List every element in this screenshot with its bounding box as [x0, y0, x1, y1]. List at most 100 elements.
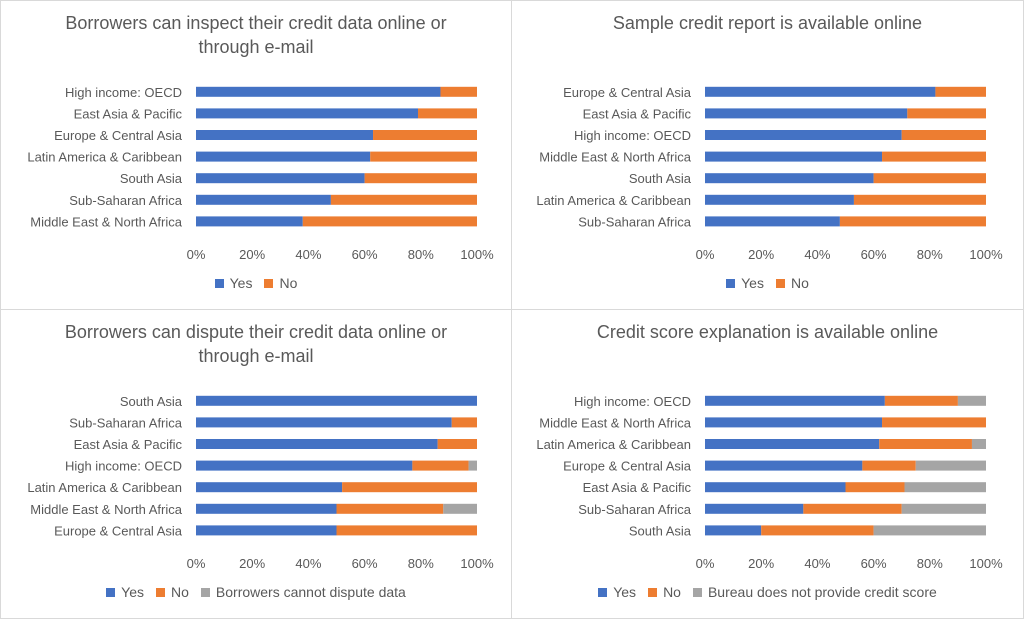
chart-plot: High income: OECD Middle East & North Afr…	[536, 394, 1003, 571]
chart-title: Sample credit report is available online	[522, 11, 1013, 35]
bar-segment-yes	[705, 417, 883, 428]
legend-item-no: No	[156, 584, 189, 600]
category-label: High income: OECD	[65, 85, 182, 100]
bar-segment-no	[882, 151, 986, 162]
legend-label: No	[279, 275, 298, 291]
bar-segment-no	[440, 86, 477, 97]
x-tick-label: 0%	[696, 556, 715, 571]
bar-segment-no	[845, 482, 905, 493]
x-tick-label: 60%	[352, 556, 378, 571]
category-label: East Asia & Pacific	[74, 437, 183, 452]
bar-segment-no	[364, 173, 477, 184]
category-label: Latin America & Caribbean	[27, 150, 182, 165]
chart-panel-inspect: Borrowers can inspect their credit data …	[0, 0, 512, 310]
legend-item-no: No	[775, 275, 809, 291]
bar-segment-no	[879, 439, 972, 449]
category-label: Middle East & North Africa	[30, 214, 182, 229]
x-tick-label: 60%	[861, 556, 887, 571]
bar-segment-no	[907, 108, 986, 119]
chart-title: Borrowers can dispute their credit data …	[11, 320, 501, 368]
chart-panel-dispute: Borrowers can dispute their credit data …	[0, 309, 512, 619]
category-label: South Asia	[120, 171, 183, 186]
bar-segment-no	[451, 417, 477, 428]
bar-segment-yes	[705, 86, 936, 97]
chart-title-line: through e-mail	[198, 346, 314, 366]
x-tick-label: 40%	[804, 247, 830, 262]
chart-title-line: through e-mail	[198, 37, 314, 57]
category-label: East Asia & Pacific	[74, 106, 183, 121]
bar-segment-no	[853, 194, 986, 205]
bar-segment-no	[373, 130, 477, 140]
legend-swatch	[726, 278, 736, 288]
category-label: High income: OECD	[574, 394, 691, 409]
legend-swatch	[106, 587, 116, 597]
legend-label: Yes	[229, 275, 253, 291]
bar-segment-bureau-does-not-provide-credit-score	[971, 439, 986, 449]
bar-segment-no	[370, 151, 477, 162]
category-label: High income: OECD	[574, 128, 691, 143]
legend-label: Borrowers cannot dispute data	[215, 584, 406, 600]
bar-segment-yes	[196, 151, 371, 162]
bar-segment-no	[935, 86, 986, 97]
legend-item-no: No	[648, 584, 681, 600]
chart-title-line: Credit score explanation is available on…	[596, 322, 939, 342]
legend-swatch	[214, 278, 224, 288]
x-tick-label: 60%	[861, 247, 887, 262]
category-label: Latin America & Caribbean	[27, 480, 182, 495]
bar-segment-bureau-does-not-provide-credit-score	[873, 525, 986, 536]
x-tick-label: 20%	[748, 556, 774, 571]
x-tick-label: 100%	[460, 556, 494, 571]
chart-panel-credit-score: Credit score explanation is available on…	[511, 309, 1024, 619]
bar-segment-yes	[705, 503, 804, 514]
bar-segment-bureau-does-not-provide-credit-score	[957, 395, 986, 406]
legend-item-yes: Yes	[214, 275, 253, 291]
legend-swatch	[264, 278, 274, 288]
legend-swatch	[200, 587, 210, 597]
chart-plot: Europe & Central Asia East Asia & Pacific…	[536, 85, 1003, 262]
bar-segment-yes	[196, 173, 365, 184]
legend-label: Yes	[613, 584, 637, 600]
legend-swatch	[156, 587, 166, 597]
category-label: High income: OECD	[65, 459, 182, 474]
bar-segment-no	[803, 503, 902, 514]
bar-segment-no	[336, 503, 444, 514]
legend-swatch	[648, 587, 658, 597]
bar-segment-yes	[196, 130, 374, 140]
chart-panel-sample-report: Sample credit report is available online…	[511, 0, 1024, 310]
legend-label: Bureau does not provide credit score	[707, 584, 937, 600]
bar-segment-no	[884, 395, 958, 406]
bar-segment-no	[839, 216, 986, 227]
bar-segment-no	[873, 173, 986, 184]
x-tick-label: 80%	[917, 556, 943, 571]
x-tick-label: 100%	[460, 247, 494, 262]
chart-title-line: Borrowers can inspect their credit data …	[65, 13, 447, 33]
bar-segment-borrowers-cannot-dispute-data	[468, 460, 477, 471]
bar-segment-yes	[196, 417, 452, 428]
x-tick-label: 40%	[295, 247, 321, 262]
legend-item-yes: Yes	[598, 584, 636, 600]
chart-plot: South Asia Sub-Saharan Africa East Asia & …	[27, 394, 494, 571]
bar-segment-no	[862, 460, 916, 471]
chart-legend: Yes No Bureau does not provide credit scor…	[512, 584, 1023, 600]
legend-label: No	[663, 584, 681, 600]
x-tick-label: 60%	[352, 247, 378, 262]
x-tick-label: 80%	[408, 247, 434, 262]
category-label: South Asia	[629, 171, 692, 186]
bar-segment-bureau-does-not-provide-credit-score	[904, 482, 986, 493]
x-tick-label: 40%	[804, 556, 830, 571]
chart-title: Borrowers can inspect their credit data …	[11, 11, 501, 59]
category-label: Middle East & North Africa	[30, 502, 182, 517]
bar-segment-yes	[196, 503, 337, 514]
legend-label: No	[790, 275, 809, 291]
bar-segment-yes	[705, 439, 880, 449]
bar-segment-no	[761, 525, 874, 536]
legend-swatch	[692, 587, 702, 597]
bar-segment-yes	[196, 194, 331, 205]
bar-segment-yes	[196, 108, 418, 119]
chart-legend: Yes No	[1, 275, 511, 291]
bar-segment-yes	[705, 525, 762, 536]
bar-segment-no	[437, 439, 477, 449]
bar-segment-no	[336, 525, 477, 536]
chart-title-line: Borrowers can dispute their credit data …	[64, 322, 448, 342]
